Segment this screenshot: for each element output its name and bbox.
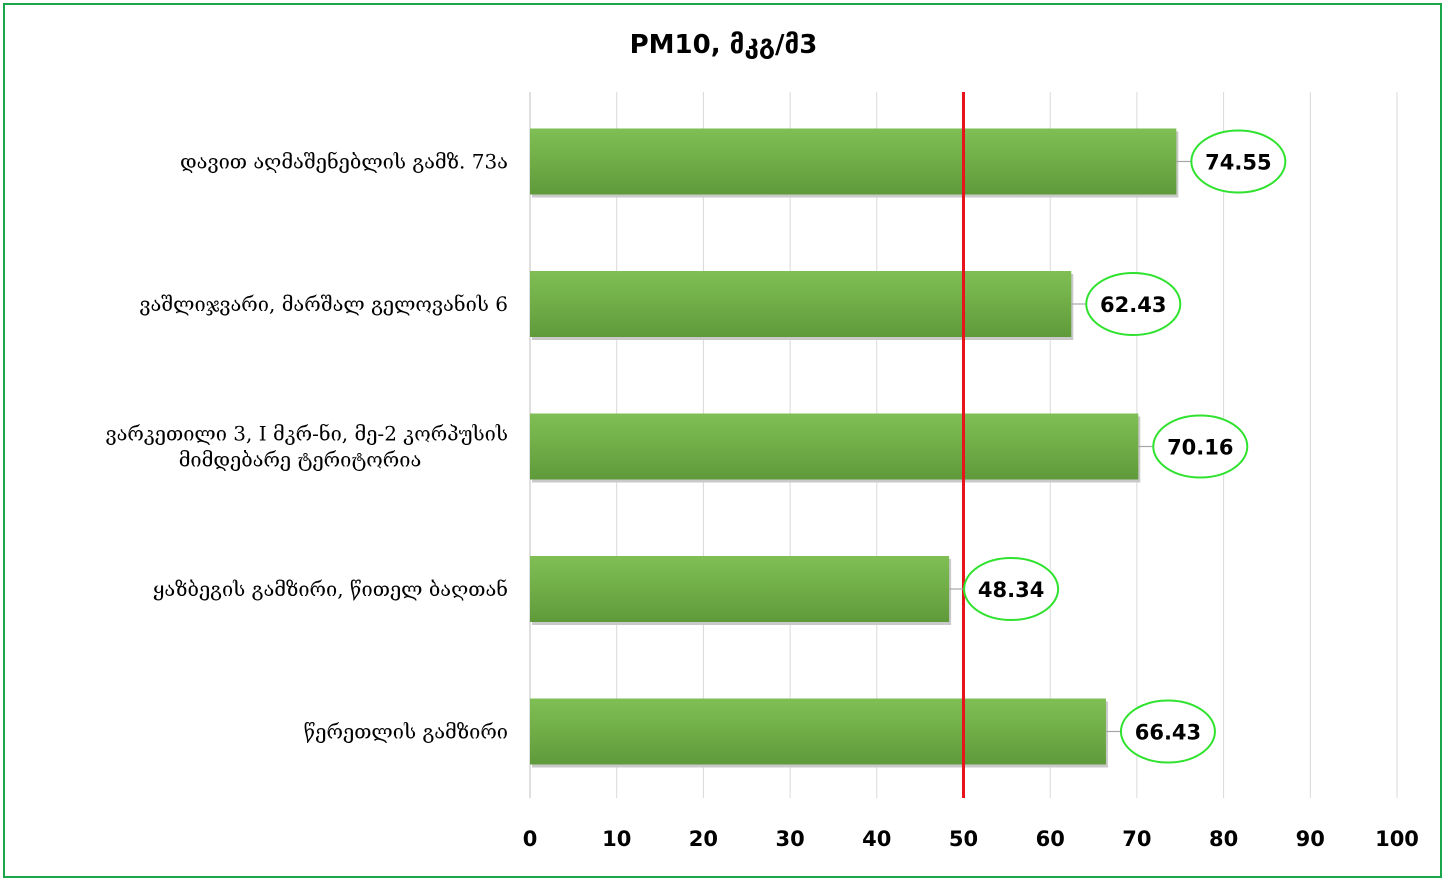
bar xyxy=(530,699,1106,765)
data-label: 74.55 xyxy=(1205,151,1271,175)
x-tick-label: 50 xyxy=(949,827,978,851)
bar xyxy=(530,129,1176,195)
x-tick-label: 80 xyxy=(1209,827,1238,851)
x-tick-label: 40 xyxy=(862,827,891,851)
category-label: დავით აღმაშენებლის გამზ. 73ა xyxy=(180,150,508,174)
category-labels: დავით აღმაშენებლის გამზ. 73ა ვაშლიჯვარი, … xyxy=(105,150,508,744)
category-label: ვაშლიჯვარი, მარშალ გელოვანის 6 xyxy=(139,292,508,316)
x-tick-label: 20 xyxy=(689,827,718,851)
x-tick-labels: 0 10 20 30 40 50 60 70 80 90 100 xyxy=(523,827,1419,851)
data-label: 70.16 xyxy=(1167,436,1233,460)
x-tick-label: 60 xyxy=(1036,827,1065,851)
x-tick-label: 30 xyxy=(775,827,804,851)
category-label: ვარკეთილი 3, I მკრ-ნი, მე-2 კორპუსის xyxy=(105,422,508,446)
category-label: ყაზბეგის გამზირი, წითელ ბაღთან xyxy=(153,577,508,601)
x-tick-label: 10 xyxy=(602,827,631,851)
bar xyxy=(530,414,1138,480)
x-tick-label: 100 xyxy=(1375,827,1419,851)
bar xyxy=(530,556,949,622)
bar xyxy=(530,271,1071,337)
bars xyxy=(530,129,1178,768)
category-label: მიმდებარე ტერიტორია xyxy=(179,448,422,472)
data-label: 66.43 xyxy=(1135,721,1201,745)
x-tick-label: 70 xyxy=(1122,827,1151,851)
data-label: 48.34 xyxy=(978,578,1044,602)
category-label: წერეთლის გამზირი xyxy=(304,720,508,744)
data-label: 62.43 xyxy=(1100,293,1166,317)
x-tick-label: 0 xyxy=(523,827,538,851)
x-tick-label: 90 xyxy=(1296,827,1325,851)
